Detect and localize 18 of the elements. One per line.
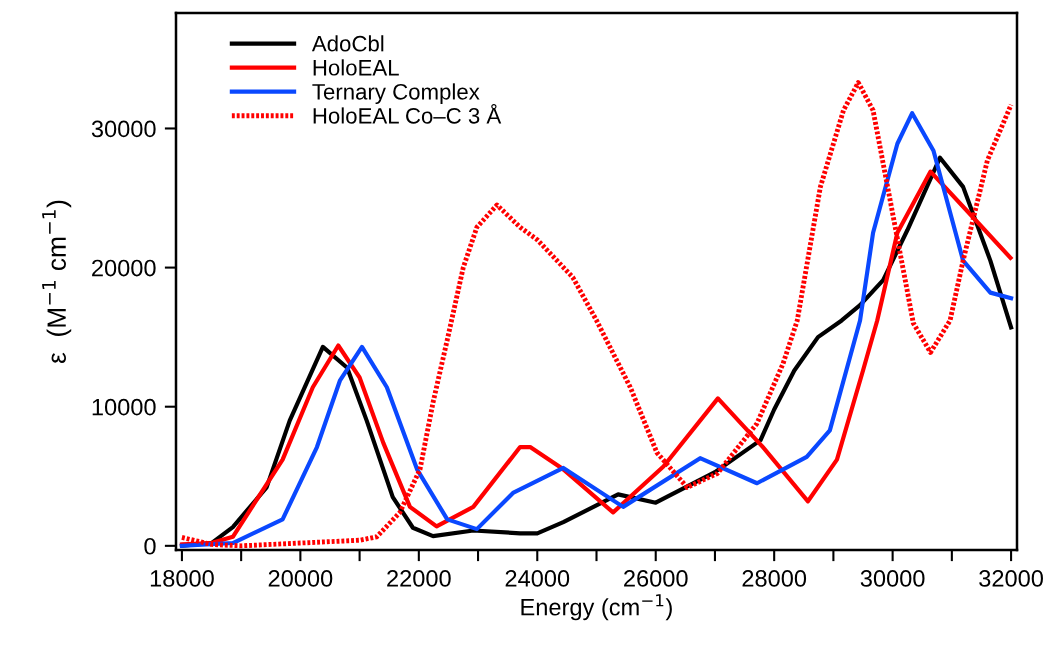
x-tick-label: 22000 [387, 570, 451, 587]
x-tick-label: 32000 [979, 570, 1043, 587]
y-tick-label: 30000 [91, 120, 156, 138]
x-tick-label: 26000 [624, 570, 688, 587]
y-tick-label: 10000 [92, 398, 156, 416]
x-tick-label: 20000 [268, 570, 333, 587]
legend-label: Ternary Complex [312, 83, 480, 105]
x-tick-label: 28000 [742, 570, 807, 587]
x-axis-title: Energy (cm$^{−1}$) [521, 594, 672, 621]
legend-label: AdoCbl [311, 35, 384, 52]
y-tick-label: 0 [144, 537, 156, 555]
y-tick-label: 20000 [92, 259, 156, 277]
y-axis-title: ε (M$^{−1}$ cm$^{−1}$) [42, 200, 72, 364]
x-tick-label: 18000 [150, 570, 214, 587]
legend-label: HoloEAL [313, 59, 399, 76]
x-tick-label: 24000 [505, 570, 570, 587]
legend-label: HoloEAL Co–C 3 Å [313, 104, 502, 124]
x-tick-label: 30000 [860, 570, 925, 587]
